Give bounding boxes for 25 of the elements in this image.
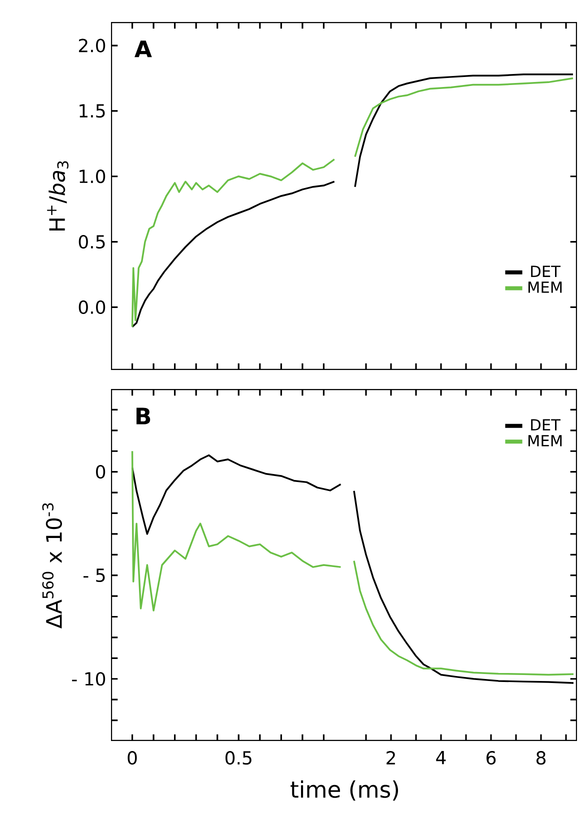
annotation: A xyxy=(134,40,152,58)
y-axis-title: H$^{+}$/ba$_{3}$ xyxy=(47,161,69,230)
x-tick-label: 2 xyxy=(386,751,395,764)
y-tick-label: - 5 xyxy=(84,568,105,582)
legend-label: MEM xyxy=(528,435,562,446)
x-tick-label: 4 xyxy=(436,751,446,764)
y-tick-label: 1.0 xyxy=(80,170,106,184)
annotation: B xyxy=(136,408,150,424)
y-tick-label: 0 xyxy=(96,465,106,479)
y-tick-label: 0.0 xyxy=(78,300,106,314)
line-series xyxy=(131,450,342,612)
x-tick-label: 8 xyxy=(536,751,546,765)
legend-label: DET xyxy=(531,419,561,430)
x-tick-label: 6 xyxy=(486,751,496,765)
line-series xyxy=(131,454,342,535)
x-tick-label: 0.5 xyxy=(226,751,252,765)
y-tick-label: 2.0 xyxy=(78,38,106,52)
y-axis-title: ΔA$^{560}$ x 10$^{-3}$ xyxy=(42,503,62,628)
y-tick-label: 1.5 xyxy=(80,104,105,118)
legend-label: DET xyxy=(531,266,561,277)
y-tick-label: 0.5 xyxy=(78,234,105,249)
x-axis-title: time (ms) xyxy=(290,780,398,801)
x-tick-label: 0 xyxy=(128,751,137,765)
y-tick-label: - 10 xyxy=(72,672,106,686)
legend-label: MEM xyxy=(528,282,562,293)
